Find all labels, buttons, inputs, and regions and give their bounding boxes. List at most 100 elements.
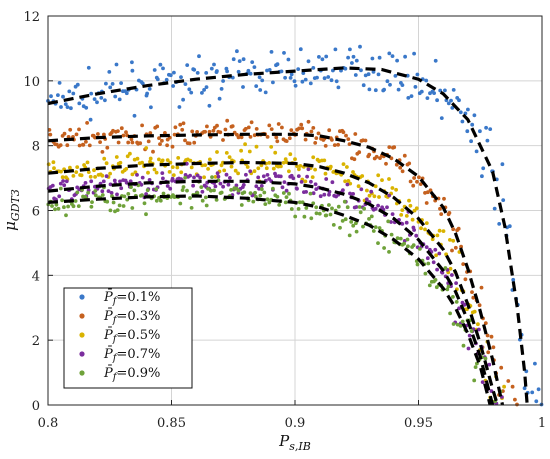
data-point — [170, 144, 175, 149]
legend-entry-sub: f — [112, 353, 119, 364]
data-point — [424, 201, 429, 205]
data-point — [322, 192, 327, 197]
data-point — [121, 204, 126, 208]
data-point — [241, 57, 246, 62]
data-point — [317, 211, 322, 216]
data-point — [487, 362, 492, 367]
data-point — [171, 84, 176, 88]
data-point — [284, 195, 289, 200]
data-point — [480, 380, 485, 384]
data-point — [106, 189, 111, 194]
data-point — [170, 165, 175, 170]
data-point — [101, 179, 106, 184]
data-point — [479, 285, 484, 290]
data-point — [147, 178, 152, 182]
data-point — [256, 166, 261, 171]
data-point — [465, 129, 470, 134]
data-point — [212, 188, 216, 193]
data-point — [59, 169, 63, 174]
data-point — [371, 70, 376, 74]
data-point — [287, 191, 291, 196]
data-point — [92, 97, 97, 101]
data-point — [366, 72, 371, 77]
data-point — [440, 270, 445, 275]
data-point — [46, 162, 51, 167]
fit-curve — [47, 160, 500, 406]
data-point — [299, 180, 304, 184]
data-point — [324, 213, 329, 218]
data-point — [522, 386, 527, 391]
data-point — [228, 176, 232, 180]
data-point — [125, 154, 130, 159]
data-point — [267, 200, 272, 205]
data-point — [158, 142, 162, 147]
data-point — [376, 72, 381, 77]
data-point — [83, 181, 88, 185]
data-point — [349, 220, 354, 224]
data-point — [152, 68, 157, 72]
data-point — [200, 91, 204, 95]
data-point — [178, 201, 183, 206]
data-point — [460, 119, 465, 124]
data-point — [280, 185, 285, 190]
data-point — [209, 66, 214, 71]
legend-entry: P̄f=0.9% — [103, 365, 160, 383]
data-point — [417, 175, 421, 180]
data-point — [248, 169, 253, 174]
data-point — [77, 101, 82, 106]
data-point — [160, 171, 165, 176]
data-point — [57, 194, 62, 199]
data-point — [414, 233, 419, 238]
data-point — [184, 161, 189, 166]
data-point — [354, 58, 359, 63]
data-point — [269, 127, 274, 131]
data-point — [501, 198, 506, 203]
data-point — [59, 105, 63, 109]
data-point — [160, 158, 165, 163]
data-point — [402, 153, 407, 158]
data-point — [298, 47, 303, 52]
data-point — [140, 175, 145, 180]
data-point — [75, 82, 80, 87]
data-point — [231, 57, 236, 62]
data-point — [105, 145, 110, 150]
data-point — [199, 185, 204, 190]
data-point — [373, 225, 378, 230]
data-point — [102, 132, 106, 137]
data-point — [390, 54, 395, 58]
data-point — [107, 70, 112, 74]
legend-marker — [79, 351, 85, 357]
data-point — [62, 131, 67, 136]
legend-entry-value: =0.9% — [116, 366, 160, 381]
y-tick-label: 4 — [32, 269, 40, 284]
data-point — [226, 182, 231, 187]
data-point — [484, 125, 488, 130]
data-point — [62, 183, 67, 188]
data-point — [100, 173, 105, 178]
y-tick-label: 8 — [32, 140, 40, 155]
data-point — [108, 182, 113, 187]
data-point — [311, 126, 316, 130]
data-point — [354, 205, 359, 209]
data-point — [430, 237, 435, 242]
data-point — [363, 73, 368, 78]
data-point — [58, 143, 63, 148]
data-point — [441, 229, 446, 234]
data-point — [438, 88, 443, 93]
data-point — [128, 179, 133, 184]
data-point — [258, 88, 263, 92]
data-point — [149, 105, 153, 110]
fit-curves — [47, 66, 529, 406]
data-point — [161, 176, 165, 181]
data-point — [489, 334, 494, 339]
data-point — [463, 277, 468, 282]
data-point — [117, 203, 122, 208]
data-point — [54, 202, 59, 207]
data-point — [219, 87, 224, 91]
data-point — [68, 127, 73, 132]
data-point — [472, 309, 477, 314]
data-point — [74, 132, 79, 137]
data-point — [271, 186, 275, 191]
data-point — [195, 191, 200, 195]
data-point — [207, 129, 212, 134]
